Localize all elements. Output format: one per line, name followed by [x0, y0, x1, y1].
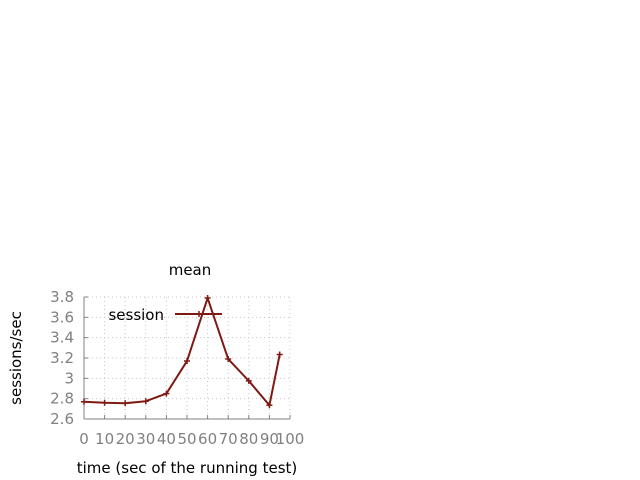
- y-tick-label: 2.8: [50, 390, 74, 408]
- chart-title: mean: [169, 261, 212, 279]
- data-point: [163, 390, 170, 397]
- x-tick-label: 0: [79, 430, 89, 448]
- x-tick-label: 10: [95, 430, 114, 448]
- y-tick-label: 2.6: [50, 410, 74, 428]
- x-tick-label: 60: [198, 430, 217, 448]
- y-ticks: 2.6 2.8 3 3.2 3.4 3.6 3.8: [50, 288, 88, 428]
- legend-label-session: session: [108, 306, 164, 324]
- x-tick-label: 80: [239, 430, 258, 448]
- data-point: [81, 398, 87, 405]
- y-tick-label: 3: [64, 369, 74, 387]
- y-tick-label: 3.4: [50, 329, 74, 347]
- data-point: [204, 295, 211, 302]
- y-tick-label: 3.2: [50, 349, 74, 367]
- legend-marker-session: [196, 311, 202, 317]
- x-axis-title: time (sec of the running test): [77, 459, 298, 477]
- x-tick-label: 90: [260, 430, 279, 448]
- y-tick-label: 3.6: [50, 308, 74, 326]
- legend-marker-plus: [196, 311, 202, 317]
- y-axis-title: sessions/sec: [7, 311, 25, 405]
- data-point: [142, 398, 149, 405]
- x-tick-label: 50: [177, 430, 196, 448]
- x-tick-label: 100: [276, 430, 305, 448]
- x-tick-label: 20: [116, 430, 135, 448]
- series-group: [81, 295, 283, 409]
- x-tick-label: 30: [136, 430, 155, 448]
- y-tick-label: 3.8: [50, 288, 74, 306]
- data-point: [245, 377, 252, 384]
- data-point: [225, 356, 232, 363]
- data-point: [122, 400, 129, 407]
- x-tick-label: 70: [219, 430, 238, 448]
- legend: session: [108, 306, 222, 324]
- data-point: [266, 402, 273, 409]
- data-point: [184, 358, 190, 365]
- x-tick-label: 40: [157, 430, 176, 448]
- data-point: [101, 399, 108, 406]
- data-point: [276, 351, 283, 358]
